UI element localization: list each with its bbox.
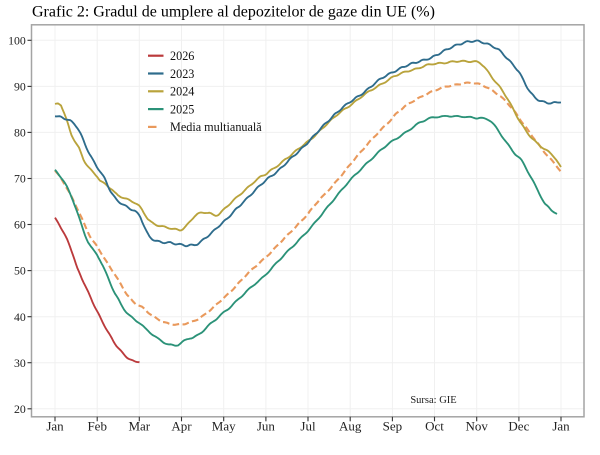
svg-text:100: 100 bbox=[8, 33, 26, 47]
svg-text:Grafic 2: Gradul de umplere al: Grafic 2: Gradul de umplere al depozitel… bbox=[32, 4, 435, 21]
svg-text:Aug: Aug bbox=[339, 419, 362, 434]
svg-text:Mar: Mar bbox=[128, 419, 150, 434]
svg-text:2026: 2026 bbox=[170, 49, 194, 63]
svg-text:2023: 2023 bbox=[170, 67, 194, 81]
svg-text:Dec: Dec bbox=[508, 419, 529, 434]
svg-text:Sursa: GIE: Sursa: GIE bbox=[410, 395, 456, 406]
svg-text:20: 20 bbox=[14, 402, 26, 416]
svg-text:30: 30 bbox=[14, 356, 26, 370]
svg-text:90: 90 bbox=[14, 80, 26, 94]
svg-text:Media multianuală: Media multianuală bbox=[170, 120, 262, 134]
svg-text:Jul: Jul bbox=[300, 419, 316, 434]
svg-text:Apr: Apr bbox=[171, 419, 192, 434]
svg-text:May: May bbox=[212, 419, 236, 434]
svg-text:Nov: Nov bbox=[466, 419, 489, 434]
svg-text:60: 60 bbox=[14, 218, 26, 232]
svg-text:Feb: Feb bbox=[87, 419, 107, 434]
svg-text:2024: 2024 bbox=[170, 85, 194, 99]
svg-text:70: 70 bbox=[14, 172, 26, 186]
svg-text:50: 50 bbox=[14, 264, 26, 278]
svg-text:Jan: Jan bbox=[46, 419, 64, 434]
svg-text:2025: 2025 bbox=[170, 102, 194, 116]
svg-text:Jun: Jun bbox=[257, 419, 276, 434]
svg-text:80: 80 bbox=[14, 126, 26, 140]
svg-text:40: 40 bbox=[14, 310, 26, 324]
svg-text:Oct: Oct bbox=[425, 419, 444, 434]
svg-text:Sep: Sep bbox=[383, 419, 403, 434]
svg-text:Jan: Jan bbox=[552, 419, 570, 434]
